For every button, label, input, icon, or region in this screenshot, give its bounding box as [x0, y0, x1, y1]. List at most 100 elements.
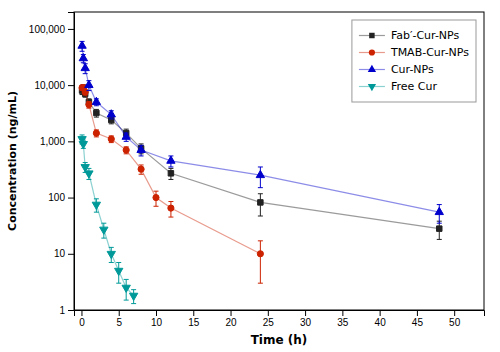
error-bar-segment — [101, 223, 106, 224]
chart: 051015202530354045501101001,00010,000100… — [0, 0, 500, 352]
error-bar — [437, 221, 442, 239]
tick-mark — [342, 310, 343, 316]
marker — [100, 227, 108, 234]
error-bar-segment — [109, 118, 114, 119]
error-bar-segment — [83, 73, 88, 74]
error-bar-segment — [116, 283, 121, 284]
error-bar-segment — [94, 212, 99, 213]
y-axis: 1 10 100 1,000 10,000 100,000 — [29, 13, 75, 316]
tick-mark — [231, 310, 232, 316]
error-bar — [168, 168, 173, 179]
error-bar-segment — [154, 191, 159, 192]
series — [78, 135, 138, 304]
tick-mark — [380, 310, 381, 316]
marker — [256, 170, 264, 177]
error-bar-segment — [168, 168, 173, 169]
marker — [115, 268, 123, 275]
tick-label: 1 — [59, 305, 65, 316]
marker — [435, 207, 443, 214]
tick-mark — [68, 310, 74, 311]
error-bar-segment — [260, 241, 261, 283]
tick-label: 100 — [48, 192, 65, 203]
x-axis: 05101520253035404550 — [75, 310, 485, 328]
marker — [79, 142, 87, 149]
marker — [107, 251, 115, 258]
legend-entry: Fab′-Cur-NPs — [359, 29, 460, 42]
marker — [93, 130, 99, 136]
error-bar-segment — [131, 303, 136, 304]
error-bar-segment — [139, 155, 144, 156]
tick-mark — [193, 310, 194, 316]
tick: 0 — [79, 310, 85, 328]
legend: Fab′-Cur-NPsTMAB-Cur-NPsCur-NPsFree Cur — [352, 20, 476, 102]
error-bar-segment — [124, 300, 129, 301]
marker — [86, 102, 92, 108]
tick-label: 1,000 — [40, 136, 65, 147]
error-bar-segment — [94, 117, 99, 118]
error-bar-segment — [80, 134, 85, 135]
tick-mark — [68, 29, 74, 30]
tick-label: 100,000 — [29, 24, 66, 35]
tick: 35 — [337, 310, 349, 328]
marker — [129, 293, 137, 300]
series — [79, 85, 442, 239]
marker — [108, 136, 114, 142]
marker — [123, 147, 129, 153]
tick: 50 — [449, 310, 461, 328]
tick: 1 — [59, 305, 74, 316]
error-bar-segment — [94, 198, 99, 199]
tick-mark — [68, 198, 74, 199]
tick: 45 — [412, 310, 424, 328]
legend-label: Cur-NPs — [391, 63, 434, 76]
y-axis-title: Concentration (ng/mL) — [6, 91, 19, 231]
tick: 100,000 — [29, 24, 74, 35]
series-line — [82, 88, 439, 229]
x-axis-title: Time (h) — [251, 333, 308, 347]
tick: 10 — [151, 310, 163, 328]
marker — [92, 202, 100, 209]
tick-label: 15 — [188, 317, 200, 328]
error-bar-segment — [86, 90, 91, 91]
error-bar — [94, 109, 99, 117]
tick: 5 — [116, 310, 122, 328]
legend-marker — [368, 65, 376, 72]
error-bar-segment — [168, 166, 173, 167]
tick-label: 5 — [116, 317, 122, 328]
marker — [167, 156, 175, 163]
tick-label: 20 — [225, 317, 237, 328]
plot: 051015202530354045501101001,00010,000100… — [29, 12, 485, 328]
legend-entry: Cur-NPs — [359, 63, 434, 76]
tick-mark — [454, 310, 455, 316]
marker — [85, 80, 93, 87]
tick-label: 45 — [412, 317, 424, 328]
error-bar-segment — [124, 279, 129, 280]
legend-entry: Free Cur — [359, 80, 437, 93]
plot-frame — [74, 12, 484, 310]
tick: 30 — [300, 310, 312, 328]
error-bar — [168, 202, 173, 218]
error-bar-segment — [258, 193, 263, 194]
tick-label: 10 — [54, 248, 66, 259]
error-bar — [258, 241, 263, 283]
tick: 10,000 — [34, 80, 74, 91]
marker — [168, 171, 173, 176]
error-bar-segment — [101, 238, 106, 239]
error-bar-segment — [109, 262, 114, 263]
marker — [82, 89, 88, 95]
tick-mark — [68, 85, 74, 86]
tick-label: 10,000 — [34, 80, 65, 91]
error-bar-segment — [168, 217, 173, 218]
error-bar — [124, 147, 129, 154]
error-bar-segment — [258, 187, 263, 188]
tick: 15 — [188, 310, 200, 328]
series — [79, 85, 263, 284]
error-bar — [154, 191, 159, 206]
tick-label: 10 — [151, 317, 163, 328]
error-bar-segment — [154, 206, 159, 207]
tick: 25 — [263, 310, 275, 328]
tick-label: 25 — [263, 317, 275, 328]
error-bar — [139, 165, 144, 174]
tick: 20 — [225, 310, 237, 328]
marker — [79, 54, 87, 61]
error-bar-segment — [139, 164, 144, 165]
